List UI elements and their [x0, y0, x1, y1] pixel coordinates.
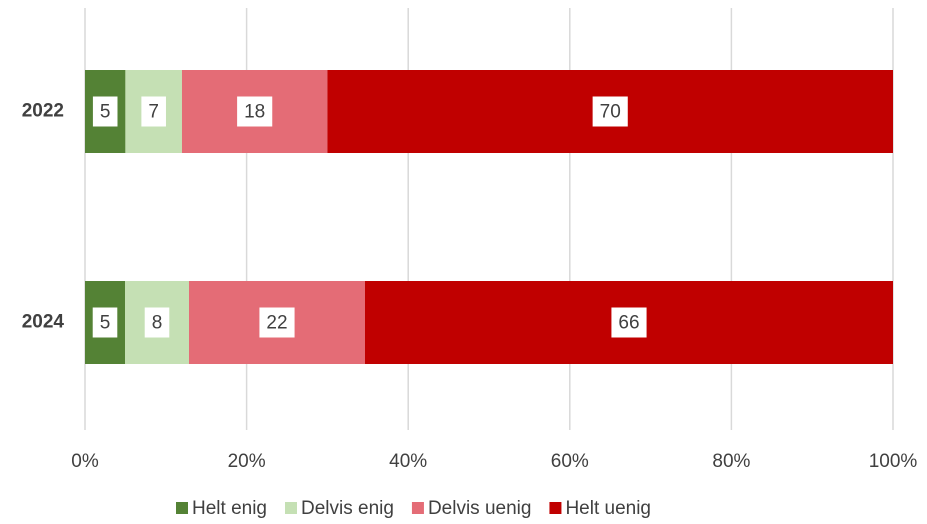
data-label: 5	[100, 102, 111, 123]
data-label: 22	[266, 313, 287, 334]
x-tick-label: 40%	[389, 451, 427, 472]
legend-swatch	[285, 502, 297, 514]
data-label-box	[237, 96, 273, 127]
x-tick-label: 100%	[869, 451, 918, 472]
data-label: 18	[244, 102, 265, 123]
legend-label: Delvis enig	[301, 498, 394, 519]
data-label: 8	[152, 313, 163, 334]
x-tick-label: 20%	[228, 451, 266, 472]
data-label-box	[592, 96, 628, 127]
data-label: 5	[100, 313, 111, 334]
data-label-box	[144, 307, 170, 338]
y-tick-label: 2022	[22, 101, 64, 122]
data-label-box	[92, 96, 118, 127]
data-label: 66	[618, 313, 639, 334]
data-label-box	[92, 307, 118, 338]
legend-label: Helt enig	[192, 498, 267, 519]
x-tick-label: 60%	[551, 451, 589, 472]
legend-swatch	[411, 502, 424, 514]
legend-label: Helt uenig	[565, 498, 651, 519]
data-label-box	[611, 307, 647, 338]
y-tick-label: 2024	[22, 312, 65, 333]
legend-swatch	[549, 502, 562, 514]
x-tick-label: 0%	[71, 451, 99, 472]
data-label-box	[141, 96, 166, 127]
data-label: 70	[600, 102, 621, 123]
data-label-box	[259, 307, 295, 338]
legend-label: Delvis uenig	[428, 498, 532, 519]
x-tick-label: 80%	[712, 451, 750, 472]
legend-swatch	[176, 502, 188, 514]
data-label: 7	[148, 102, 159, 123]
